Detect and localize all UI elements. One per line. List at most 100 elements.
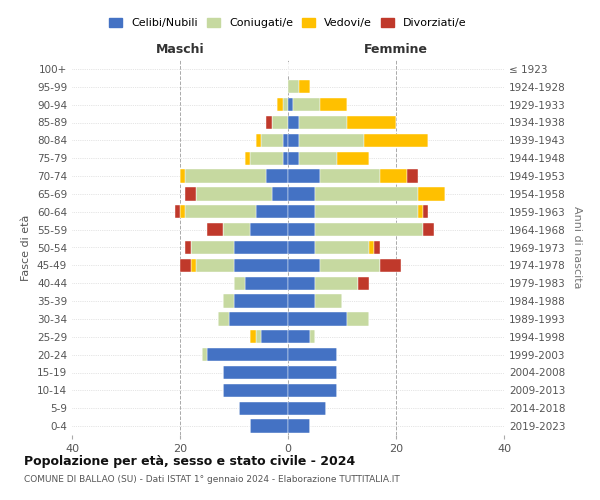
Bar <box>320 170 380 183</box>
Bar <box>234 258 288 272</box>
Bar <box>223 223 250 236</box>
Bar <box>261 330 288 344</box>
Bar <box>261 134 283 147</box>
Bar <box>337 152 369 165</box>
Bar <box>288 170 320 183</box>
Bar <box>272 116 288 129</box>
Bar <box>418 205 423 218</box>
Bar <box>320 258 380 272</box>
Bar <box>283 134 288 147</box>
Y-axis label: Anni di nascita: Anni di nascita <box>572 206 582 289</box>
Bar <box>288 276 315 290</box>
Bar <box>250 330 256 344</box>
Bar <box>185 241 191 254</box>
Bar <box>315 241 369 254</box>
Bar <box>245 276 288 290</box>
Bar <box>299 80 310 94</box>
Bar <box>185 187 196 200</box>
Bar <box>288 241 315 254</box>
Bar <box>374 241 380 254</box>
Bar <box>288 402 326 415</box>
Text: Popolazione per età, sesso e stato civile - 2024: Popolazione per età, sesso e stato civil… <box>24 455 355 468</box>
Bar <box>315 276 358 290</box>
Bar <box>347 116 396 129</box>
Text: COMUNE DI BALLAO (SU) - Dati ISTAT 1° gennaio 2024 - Elaborazione TUTTITALIA.IT: COMUNE DI BALLAO (SU) - Dati ISTAT 1° ge… <box>24 475 400 484</box>
Bar <box>288 80 299 94</box>
Bar <box>423 223 434 236</box>
Bar <box>185 170 266 183</box>
Bar <box>234 241 288 254</box>
Bar <box>288 330 310 344</box>
Bar <box>288 258 320 272</box>
Bar <box>315 294 342 308</box>
Bar <box>234 276 245 290</box>
Bar <box>423 205 428 218</box>
Bar <box>250 223 288 236</box>
Bar <box>196 258 234 272</box>
Bar <box>266 170 288 183</box>
Bar <box>283 152 288 165</box>
Bar <box>207 348 288 362</box>
Bar <box>288 420 310 433</box>
Bar <box>299 134 364 147</box>
Bar <box>288 312 347 326</box>
Bar <box>191 241 234 254</box>
Bar <box>288 116 299 129</box>
Bar <box>288 205 315 218</box>
Bar <box>207 223 223 236</box>
Legend: Celibi/Nubili, Coniugati/e, Vedovi/e, Divorziati/e: Celibi/Nubili, Coniugati/e, Vedovi/e, Di… <box>105 13 471 32</box>
Bar <box>239 402 288 415</box>
Bar <box>288 187 315 200</box>
Bar <box>223 366 288 379</box>
Bar <box>288 134 299 147</box>
Bar <box>191 258 196 272</box>
Text: Femmine: Femmine <box>364 44 428 57</box>
Bar <box>250 420 288 433</box>
Bar <box>234 294 288 308</box>
Bar <box>266 116 272 129</box>
Bar <box>256 134 261 147</box>
Bar <box>380 258 401 272</box>
Bar <box>358 276 369 290</box>
Bar <box>315 187 418 200</box>
Bar <box>407 170 418 183</box>
Bar <box>315 205 418 218</box>
Bar <box>283 98 288 112</box>
Bar <box>288 152 299 165</box>
Bar <box>229 312 288 326</box>
Y-axis label: Fasce di età: Fasce di età <box>22 214 31 280</box>
Bar <box>288 366 337 379</box>
Bar <box>299 116 347 129</box>
Bar <box>180 258 191 272</box>
Bar <box>256 205 288 218</box>
Bar <box>299 152 337 165</box>
Bar <box>288 384 337 397</box>
Bar <box>185 205 256 218</box>
Bar <box>175 205 180 218</box>
Bar <box>310 330 315 344</box>
Bar <box>288 223 315 236</box>
Bar <box>369 241 374 254</box>
Bar <box>320 98 347 112</box>
Bar <box>272 187 288 200</box>
Bar <box>277 98 283 112</box>
Bar <box>245 152 250 165</box>
Bar <box>180 170 185 183</box>
Bar <box>196 187 272 200</box>
Bar <box>180 205 185 218</box>
Bar <box>288 294 315 308</box>
Bar <box>364 134 428 147</box>
Bar <box>418 187 445 200</box>
Bar <box>250 152 283 165</box>
Bar <box>223 294 234 308</box>
Bar <box>218 312 229 326</box>
Bar <box>347 312 369 326</box>
Bar <box>223 384 288 397</box>
Bar <box>315 223 423 236</box>
Bar <box>293 98 320 112</box>
Bar <box>256 330 261 344</box>
Bar <box>288 348 337 362</box>
Text: Maschi: Maschi <box>155 44 205 57</box>
Bar <box>288 98 293 112</box>
Bar <box>380 170 407 183</box>
